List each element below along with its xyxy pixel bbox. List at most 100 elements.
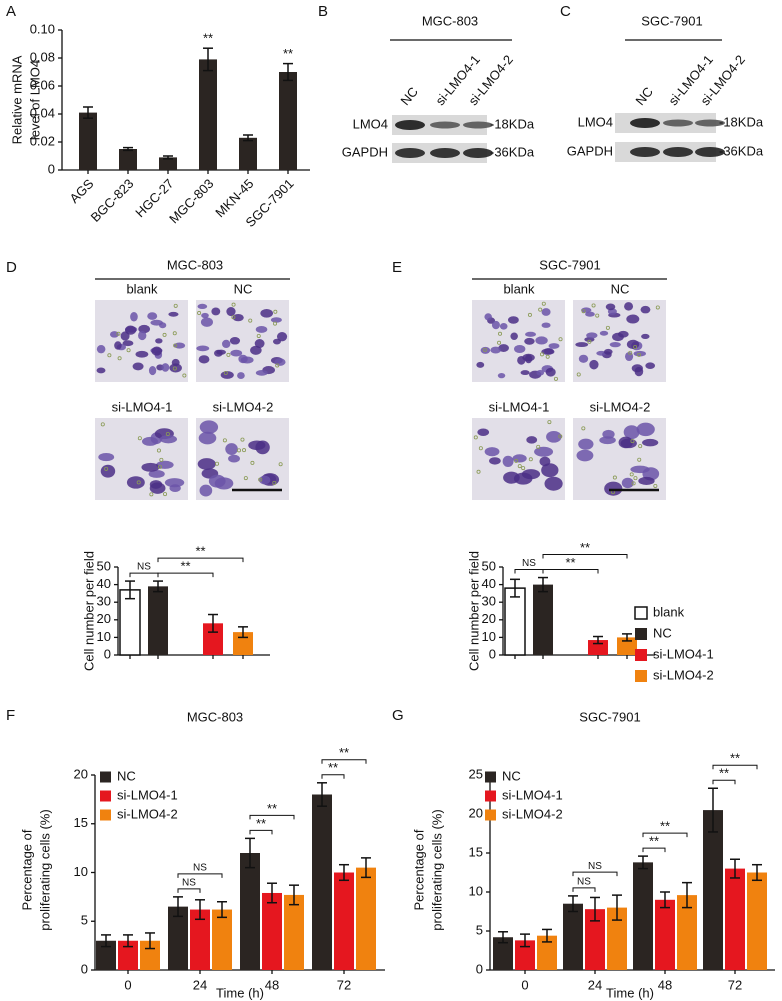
pore — [476, 469, 481, 474]
error-bar — [243, 134, 253, 142]
significance: ** — [719, 766, 729, 781]
cell — [599, 330, 609, 336]
pore — [633, 476, 638, 481]
cell — [248, 440, 266, 451]
bar — [240, 853, 260, 970]
pore — [250, 460, 255, 465]
bar — [356, 867, 376, 970]
cell — [149, 482, 166, 494]
pore — [156, 448, 161, 453]
pore — [162, 332, 167, 337]
bar — [203, 623, 223, 655]
bar — [239, 137, 257, 170]
blot-band — [463, 148, 493, 158]
legend-swatch — [485, 790, 496, 802]
cell — [589, 359, 599, 370]
cell — [513, 472, 533, 485]
blot-band — [663, 147, 693, 157]
bracket — [712, 779, 736, 785]
cell — [125, 325, 137, 335]
cell — [640, 305, 651, 314]
x-tick-label: 24 — [588, 977, 602, 992]
y-tick-label: 0.04 — [30, 105, 55, 120]
pore — [163, 492, 168, 497]
cell — [208, 474, 226, 488]
cell — [199, 420, 219, 434]
pore — [591, 303, 596, 308]
cell — [524, 354, 533, 364]
y-tick-label: 50 — [482, 558, 496, 573]
legend-label: si-LMO4-1 — [502, 787, 563, 802]
blot-band — [695, 147, 725, 157]
cell — [535, 336, 548, 345]
bar — [168, 906, 188, 970]
cell — [159, 435, 178, 444]
bar — [79, 112, 97, 170]
cell — [520, 370, 530, 376]
cell — [512, 454, 527, 463]
bar — [190, 909, 210, 970]
y-axis-label: Relative mRNA — [9, 55, 24, 144]
pore — [638, 444, 643, 449]
cell — [201, 312, 209, 319]
pore — [273, 309, 278, 314]
pore — [173, 303, 178, 308]
cell — [132, 362, 144, 371]
cell — [484, 313, 492, 321]
cell — [197, 303, 208, 310]
legend-swatch — [634, 606, 648, 620]
cell — [525, 331, 537, 337]
panel-letter: G — [392, 707, 404, 724]
x-tick-label: 24 — [193, 977, 207, 992]
error-bar — [708, 787, 718, 833]
cell — [199, 484, 213, 497]
y-tick-label: 0.06 — [30, 77, 55, 92]
bar — [493, 937, 513, 970]
error-bar — [498, 931, 508, 944]
cell — [626, 314, 640, 324]
cell — [581, 307, 592, 313]
y-axis-label: proliferating cells (%) — [429, 809, 444, 930]
y-axis-label: proliferating cells (%) — [37, 809, 52, 930]
error-bar — [123, 934, 133, 948]
bar — [747, 872, 767, 970]
error-bar — [590, 896, 600, 922]
micrograph-label: si-LMO4-1 — [489, 399, 550, 414]
pore — [498, 331, 503, 336]
cell — [645, 362, 656, 369]
error-bar — [203, 47, 213, 72]
significance: ** — [283, 46, 293, 61]
cell — [508, 316, 519, 324]
legend-swatch — [100, 809, 111, 821]
pore — [173, 343, 178, 348]
error-bar — [267, 882, 277, 904]
lane-label: NC — [397, 84, 421, 108]
pore — [248, 318, 253, 323]
error-bar — [622, 633, 632, 642]
cell — [254, 339, 265, 349]
x-tick-label: 0 — [124, 977, 131, 992]
legend-label: NC — [653, 625, 672, 640]
bar — [119, 149, 137, 170]
y-tick-label: 40 — [482, 576, 496, 591]
bar — [725, 868, 745, 970]
pore — [137, 436, 142, 441]
cell — [603, 348, 613, 355]
blot-band — [430, 121, 460, 129]
micrograph-label: NC — [611, 281, 630, 296]
bracket — [157, 572, 214, 578]
x-tick-label: 48 — [658, 977, 672, 992]
pore — [521, 466, 526, 471]
cell — [100, 464, 116, 478]
legend-label: si-LMO4-2 — [117, 806, 178, 821]
pore — [595, 313, 600, 318]
pore — [231, 302, 236, 307]
legend-swatch — [485, 771, 496, 783]
cell — [499, 323, 508, 330]
pore — [541, 301, 546, 306]
cell — [122, 340, 134, 347]
cell — [621, 477, 634, 489]
error-bar — [123, 146, 133, 152]
legend-swatch — [635, 670, 647, 682]
